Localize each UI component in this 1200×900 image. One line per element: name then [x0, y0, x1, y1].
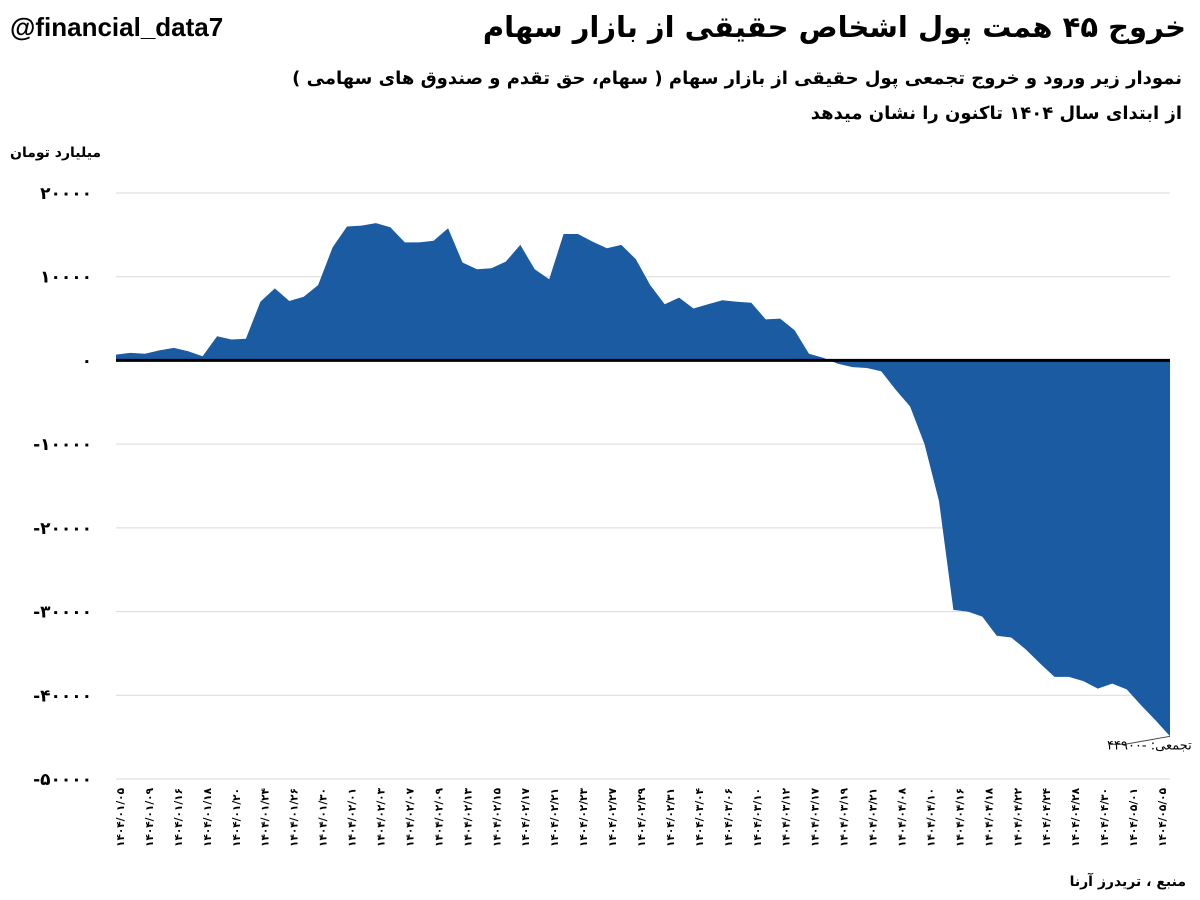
x-tick-label: ۱۴۰۴/۰۳/۱۷	[810, 787, 822, 847]
chart-subtitle-line2: از ابتدای سال ۱۴۰۴ تاکنون را نشان میدهد	[810, 103, 1182, 124]
x-tick-label: ۱۴۰۴/۰۱/۱۸	[202, 787, 214, 847]
chart-title: خروج ۴۵ همت پول اشخاص حقیقی از بازار سها…	[482, 10, 1186, 44]
y-tick-label: -۴۰۰۰۰	[33, 686, 92, 706]
x-tick-label: ۱۴۰۴/۰۱/۲۰	[231, 788, 243, 847]
x-tick-label: ۱۴۰۴/۰۲/۰۷	[404, 787, 416, 847]
x-tick-label: ۱۴۰۴/۰۲/۱۵	[491, 787, 503, 847]
x-tick-label: ۱۴۰۴/۰۴/۲۸	[1070, 787, 1082, 847]
x-tick-label: ۱۴۰۴/۰۲/۲۱	[549, 788, 561, 847]
x-tick-label: ۱۴۰۴/۰۲/۲۹	[636, 787, 648, 847]
cumulative-total-annotation: تجمعی: -۴۴۹۰۰	[1107, 738, 1192, 753]
x-tick-label: ۱۴۰۴/۰۴/۲۲	[1012, 787, 1024, 847]
y-tick-label: ۱۰۰۰۰	[40, 268, 92, 288]
y-tick-label: -۵۰۰۰۰	[33, 770, 92, 790]
y-tick-label: -۲۰۰۰۰	[33, 519, 92, 539]
x-tick-label: ۱۴۰۴/۰۲/۰۳	[376, 787, 388, 847]
x-tick-label: ۱۴۰۴/۰۴/۱۶	[954, 788, 966, 847]
x-tick-label: ۱۴۰۴/۰۲/۲۷	[607, 787, 619, 847]
x-tick-label: ۱۴۰۴/۰۳/۰۴	[694, 787, 706, 847]
x-tick-label: ۱۴۰۴/۰۴/۰۸	[897, 787, 909, 847]
x-tick-label: ۱۴۰۴/۰۲/۲۳	[578, 787, 590, 847]
x-tick-label: ۱۴۰۴/۰۴/۲۴	[1041, 787, 1053, 847]
x-tick-label: ۱۴۰۴/۰۴/۱۰	[925, 788, 937, 847]
y-tick-label: ۰	[82, 351, 92, 371]
x-tick-label: ۱۴۰۴/۰۲/۳۱	[665, 788, 677, 847]
x-tick-label: ۱۴۰۴/۰۴/۱۸	[983, 787, 995, 847]
x-tick-label: ۱۴۰۴/۰۲/۱۳	[462, 787, 474, 847]
annotation-leader-line	[1110, 735, 1171, 745]
y-axis-unit-label: میلیارد تومان	[10, 145, 102, 161]
x-axis-ticks: ۱۴۰۴/۰۱/۰۵ ۱۴۰۴/۰۱/۰۹ ۱۴۰۴/۰۱/۱۶ ۱۴۰۴/۰۱/۱۸…	[115, 787, 1169, 847]
account-handle: @financial_data7	[10, 12, 224, 42]
cumulative-flow-area	[116, 223, 1170, 737]
x-tick-label: ۱۴۰۴/۰۲/۰۱	[347, 788, 359, 847]
x-tick-label: ۱۴۰۴/۰۳/۰۶	[723, 788, 735, 847]
x-tick-label: ۱۴۰۴/۰۲/۰۹	[433, 787, 445, 847]
x-tick-label: ۱۴۰۴/۰۱/۳۰	[318, 788, 330, 847]
x-tick-label: ۱۴۰۴/۰۳/۱۰	[752, 788, 764, 847]
source-note: منبع ، تریدرز آرنا	[1069, 874, 1186, 890]
x-tick-label: ۱۴۰۴/۰۱/۰۵	[115, 787, 127, 847]
x-tick-label: ۱۴۰۴/۰۵/۰۵	[1157, 787, 1169, 847]
x-tick-label: ۱۴۰۴/۰۱/۲۴	[260, 787, 272, 847]
y-tick-label: -۱۰۰۰۰	[33, 435, 92, 455]
x-tick-label: ۱۴۰۴/۰۳/۱۲	[781, 787, 793, 847]
annotation-layer: تجمعی: -۴۴۹۰۰	[1107, 735, 1192, 753]
x-tick-label: ۱۴۰۴/۰۳/۱۹	[839, 787, 851, 847]
x-tick-label: ۱۴۰۴/۰۱/۱۶	[173, 788, 185, 847]
x-tick-label: ۱۴۰۴/۰۴/۳۰	[1099, 788, 1111, 847]
x-tick-label: ۱۴۰۴/۰۲/۱۷	[520, 787, 532, 847]
area-layer	[116, 223, 1170, 737]
y-tick-label: ۲۰۰۰۰	[40, 184, 92, 204]
chart-subtitle-line1: نمودار زیر ورود و خروج تجمعی پول حقیقی ا…	[292, 68, 1182, 89]
x-tick-label: ۱۴۰۴/۰۳/۲۱	[868, 788, 880, 847]
x-tick-label: ۱۴۰۴/۰۱/۲۶	[289, 788, 301, 847]
y-axis-ticks: ۲۰۰۰۰ ۱۰۰۰۰ ۰ -۱۰۰۰۰ -۲۰۰۰۰ -۳۰۰۰۰ -۴۰۰۰۰ -۵۰۰۰…	[33, 184, 92, 790]
y-tick-label: -۳۰۰۰۰	[33, 603, 92, 623]
x-tick-label: ۱۴۰۴/۰۵/۰۱	[1128, 788, 1140, 847]
x-tick-label: ۱۴۰۴/۰۱/۰۹	[144, 787, 156, 847]
